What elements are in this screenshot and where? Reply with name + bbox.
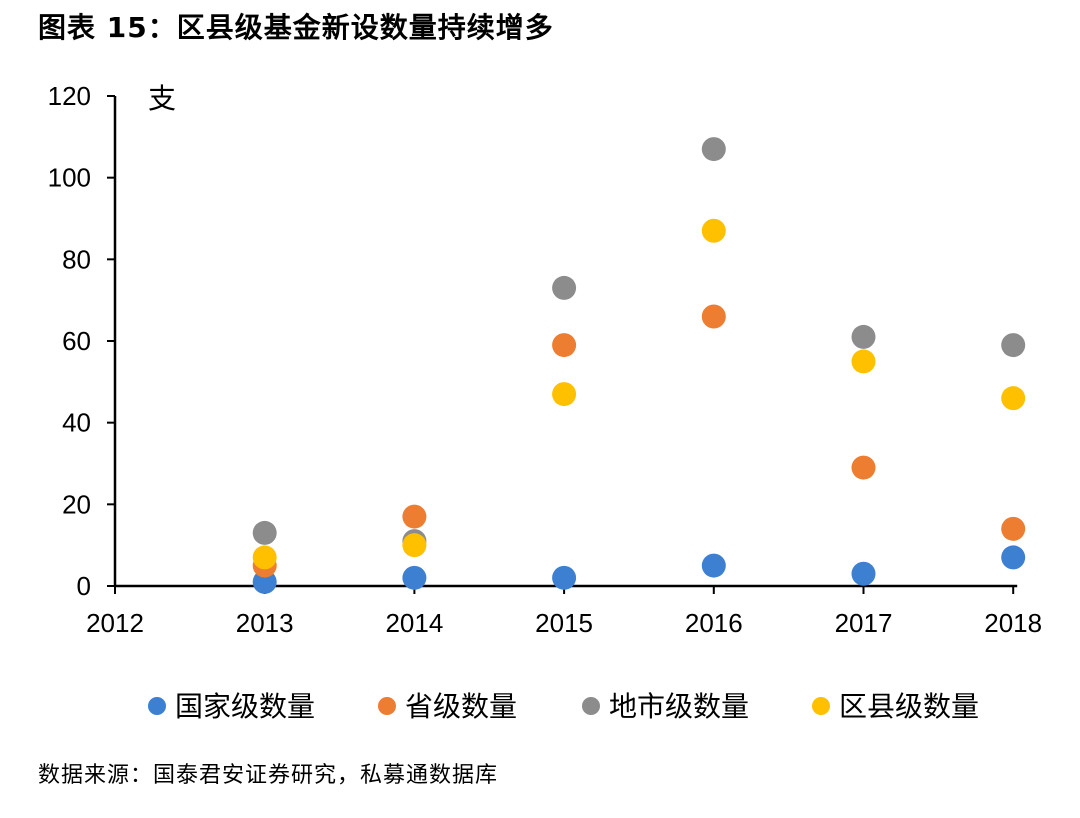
x-tick-label: 2012 bbox=[86, 608, 144, 638]
legend-label: 省级数量 bbox=[405, 690, 517, 723]
figure-title: 图表 15：区县级基金新设数量持续增多 bbox=[38, 11, 554, 44]
x-tick-label: 2013 bbox=[236, 608, 294, 638]
chart-axes: 0 20 40 60 80 100 120 2012 2013 2014 2015 2016 2017 2… bbox=[48, 81, 1043, 638]
y-tick-label: 20 bbox=[62, 489, 91, 519]
legend-label: 国家级数量 bbox=[175, 690, 315, 723]
data-point bbox=[1001, 386, 1026, 411]
y-tick-label: 80 bbox=[62, 244, 91, 274]
legend-label: 地市级数量 bbox=[609, 690, 749, 723]
x-tick-label: 2017 bbox=[835, 608, 893, 638]
y-tick-label: 100 bbox=[48, 163, 91, 193]
data-point bbox=[402, 533, 427, 558]
data-point bbox=[402, 565, 427, 590]
data-point bbox=[851, 455, 876, 480]
data-point bbox=[402, 504, 427, 529]
data-point bbox=[851, 349, 876, 374]
data-point bbox=[552, 333, 577, 358]
legend-label: 区县级数量 bbox=[839, 690, 979, 723]
chart-points bbox=[252, 137, 1026, 594]
chart-legend: 国家级数量 省级数量 地市级数量 区县级数量 bbox=[148, 690, 979, 723]
legend-marker bbox=[582, 697, 600, 715]
data-point bbox=[701, 137, 726, 162]
data-point bbox=[701, 218, 726, 243]
y-tick-label: 0 bbox=[77, 571, 91, 601]
legend-marker bbox=[148, 697, 166, 715]
data-point bbox=[701, 304, 726, 329]
data-point bbox=[552, 275, 577, 300]
data-point bbox=[701, 553, 726, 578]
legend-marker bbox=[812, 697, 830, 715]
x-tick-label: 2014 bbox=[385, 608, 443, 638]
data-point bbox=[252, 545, 277, 570]
data-point bbox=[552, 382, 577, 407]
scatter-chart: 0 20 40 60 80 100 120 2012 2013 2014 2015 2016 2017 2… bbox=[48, 81, 1043, 723]
data-point bbox=[1001, 516, 1026, 541]
x-tick-label: 2015 bbox=[535, 608, 593, 638]
data-source-note: 数据来源：国泰君安证券研究，私募通数据库 bbox=[38, 763, 499, 788]
x-tick-label: 2018 bbox=[984, 608, 1042, 638]
data-point bbox=[1001, 333, 1026, 358]
legend-marker bbox=[378, 697, 396, 715]
data-point bbox=[552, 565, 577, 590]
y-tick-label: 60 bbox=[62, 326, 91, 356]
data-point bbox=[851, 561, 876, 586]
data-point bbox=[252, 520, 277, 545]
data-point bbox=[851, 324, 876, 349]
y-axis-unit-label: 支 bbox=[148, 82, 176, 115]
data-point bbox=[1001, 545, 1026, 570]
x-tick-label: 2016 bbox=[685, 608, 743, 638]
y-tick-label: 120 bbox=[48, 81, 91, 111]
y-tick-label: 40 bbox=[62, 408, 91, 438]
